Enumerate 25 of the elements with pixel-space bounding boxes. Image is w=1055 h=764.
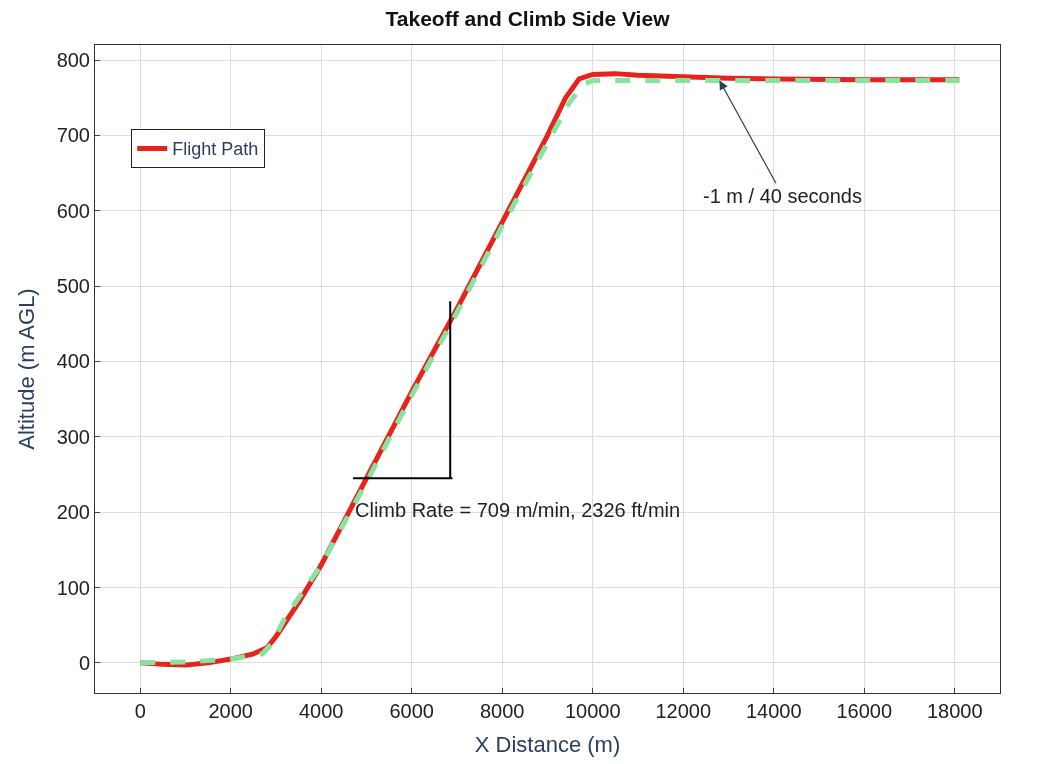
x-tick-label: 16000 — [836, 700, 893, 722]
x-tick-label: 8000 — [480, 700, 525, 722]
x-tick-label: 4000 — [299, 700, 344, 722]
x-tick-label: 18000 — [926, 700, 983, 722]
x-tick-label: 14000 — [745, 700, 802, 722]
y-tick-label: 300 — [56, 425, 90, 448]
x-axis-title: X Distance (m) — [474, 731, 621, 757]
y-tick-label: 400 — [56, 350, 90, 373]
x-tick-label: 0 — [134, 700, 146, 722]
x-tick-label: 10000 — [564, 700, 621, 722]
chart-title: Takeoff and Climb Side View — [385, 7, 671, 31]
y-tick-label: 700 — [56, 124, 90, 147]
x-tick-label: 12000 — [655, 700, 712, 722]
y-tick-label: 800 — [56, 49, 90, 72]
y-tick-label: 0 — [78, 651, 90, 674]
x-tick-label: 6000 — [389, 700, 434, 722]
y-tick-label: 100 — [56, 576, 90, 599]
y-tick-label: 600 — [56, 199, 90, 222]
x-tick-label: 2000 — [208, 700, 253, 722]
y-axis-title: Altitude (m AGL) — [14, 288, 40, 450]
annotation: -1 m / 40 seconds — [703, 185, 862, 207]
annotation: Climb Rate = 709 m/min, 2326 ft/min — [355, 499, 681, 521]
y-tick-label: 500 — [56, 275, 90, 298]
legend-label: Flight Path — [172, 139, 259, 160]
y-tick-label: 200 — [56, 501, 90, 524]
